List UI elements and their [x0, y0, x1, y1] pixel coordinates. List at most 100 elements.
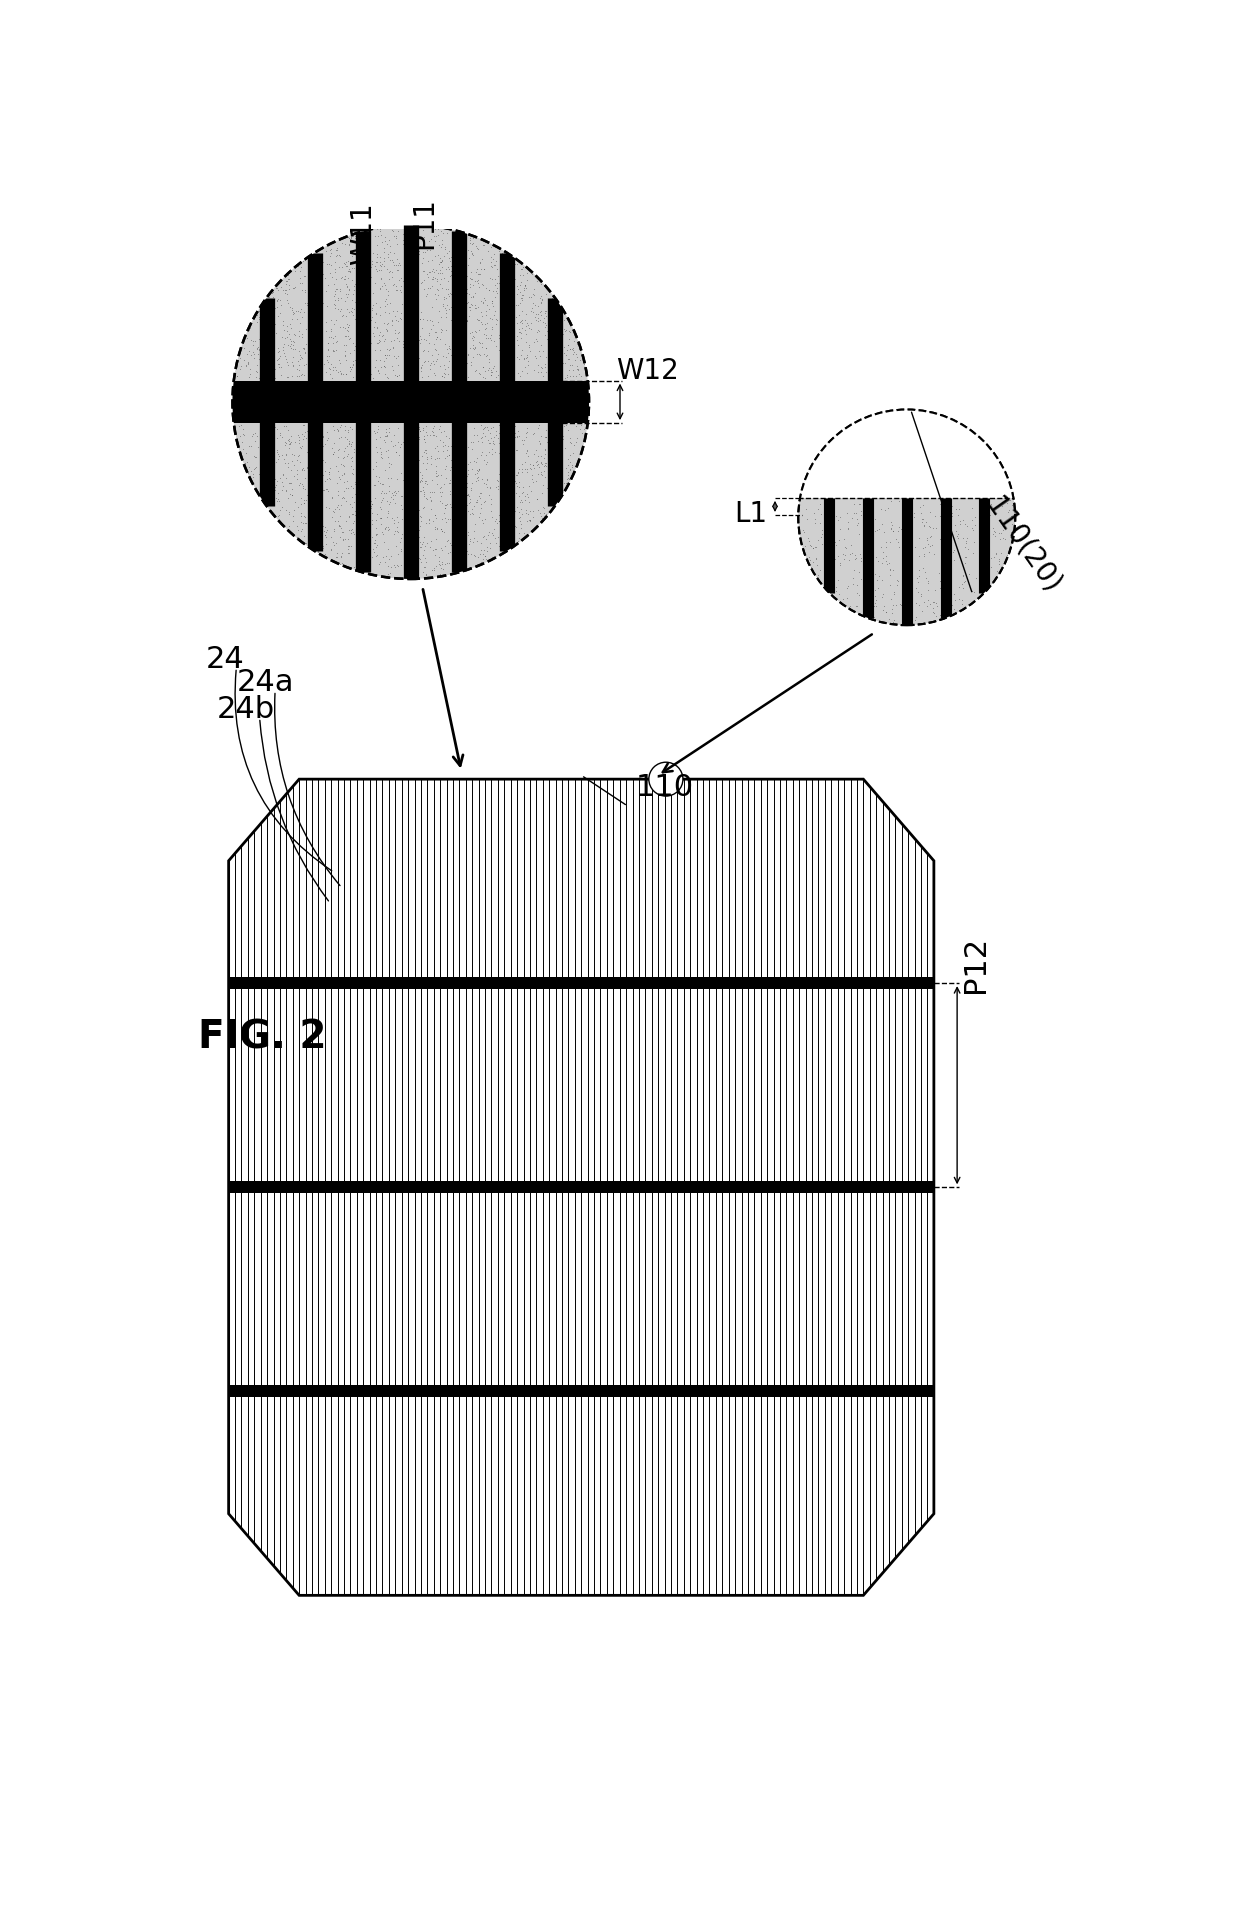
Point — [372, 486, 392, 516]
Point — [523, 450, 543, 480]
Point — [408, 493, 428, 524]
Point — [329, 493, 348, 524]
Point — [347, 539, 367, 570]
Point — [339, 425, 358, 455]
Point — [554, 339, 574, 370]
Point — [284, 333, 304, 364]
Point — [309, 360, 329, 391]
Point — [336, 269, 356, 299]
Point — [321, 316, 341, 347]
Point — [528, 356, 548, 387]
Point — [372, 469, 392, 499]
Point — [542, 328, 562, 358]
Point — [432, 251, 451, 282]
Point — [449, 482, 469, 512]
Point — [423, 261, 443, 291]
Point — [889, 531, 909, 562]
Point — [262, 450, 281, 480]
Point — [432, 488, 451, 518]
Point — [374, 478, 394, 509]
Point — [422, 223, 441, 253]
Point — [394, 351, 414, 381]
Point — [507, 250, 527, 280]
Point — [527, 446, 547, 476]
Point — [346, 423, 366, 453]
Point — [427, 274, 446, 305]
Point — [487, 509, 507, 539]
Point — [838, 545, 858, 575]
Point — [435, 503, 455, 533]
Point — [548, 293, 568, 324]
Bar — [228, 1181, 934, 1193]
Point — [365, 471, 384, 501]
Point — [523, 467, 543, 497]
Point — [336, 432, 356, 463]
Point — [467, 305, 487, 335]
Point — [472, 309, 492, 339]
Point — [404, 455, 424, 486]
Point — [427, 421, 446, 451]
Point — [401, 257, 420, 288]
Point — [280, 429, 300, 459]
Point — [358, 413, 378, 444]
Point — [481, 495, 501, 526]
Point — [440, 537, 460, 568]
Point — [403, 341, 423, 371]
Point — [315, 520, 335, 551]
Point — [341, 295, 361, 326]
Point — [965, 501, 985, 531]
Point — [278, 451, 298, 482]
Point — [458, 455, 477, 486]
Point — [515, 269, 534, 299]
Point — [531, 305, 551, 335]
Point — [511, 509, 531, 539]
Point — [502, 503, 522, 533]
Point — [301, 476, 321, 507]
Point — [495, 238, 515, 269]
Point — [487, 253, 507, 284]
Point — [936, 570, 956, 600]
Point — [466, 316, 486, 347]
Point — [541, 347, 560, 377]
Point — [243, 330, 263, 360]
Point — [327, 541, 347, 572]
Point — [521, 476, 541, 507]
Point — [905, 602, 925, 632]
Point — [264, 312, 284, 343]
Point — [350, 261, 370, 291]
Point — [455, 516, 475, 547]
Point — [312, 459, 332, 490]
Point — [914, 533, 934, 564]
Point — [374, 528, 394, 558]
Point — [330, 240, 350, 271]
Point — [423, 341, 443, 371]
Point — [425, 533, 445, 564]
Point — [399, 491, 419, 522]
Point — [288, 345, 308, 375]
Point — [475, 362, 495, 392]
Point — [450, 520, 470, 551]
Point — [428, 459, 448, 490]
Point — [510, 307, 529, 337]
Point — [401, 410, 420, 440]
Point — [544, 413, 564, 444]
Point — [455, 311, 475, 341]
Point — [316, 276, 336, 307]
Point — [502, 362, 522, 392]
Point — [358, 444, 378, 474]
Point — [920, 512, 940, 543]
Point — [312, 531, 332, 562]
Point — [258, 316, 278, 347]
Point — [547, 434, 567, 465]
Point — [371, 272, 391, 303]
Point — [494, 434, 513, 465]
Point — [353, 229, 373, 259]
Point — [340, 411, 360, 442]
Point — [883, 591, 903, 621]
Point — [490, 250, 510, 280]
Point — [320, 322, 340, 352]
Point — [345, 221, 365, 251]
Point — [458, 286, 477, 316]
Point — [367, 417, 387, 448]
Point — [348, 457, 368, 488]
